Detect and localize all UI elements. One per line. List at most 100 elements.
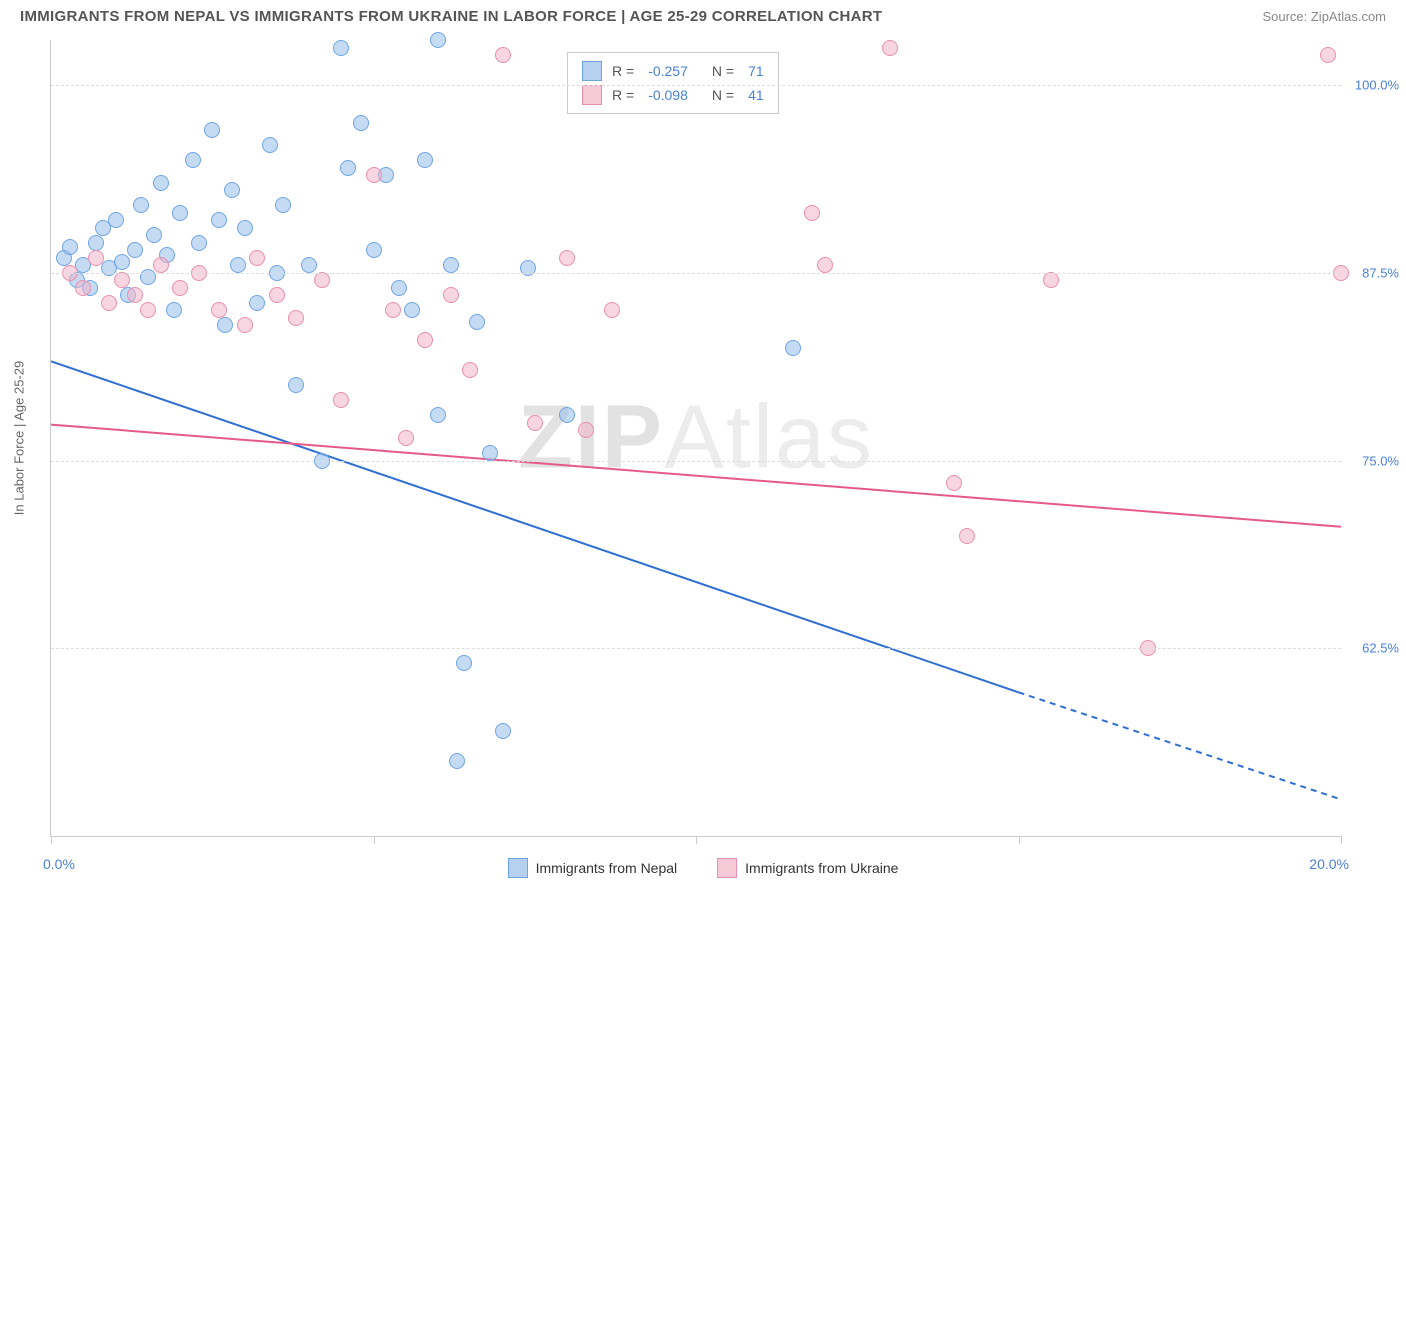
scatter-point-nepal: [237, 220, 253, 236]
scatter-point-nepal: [217, 317, 233, 333]
scatter-point-nepal: [88, 235, 104, 251]
scatter-point-ukraine: [114, 272, 130, 288]
scatter-point-nepal: [191, 235, 207, 251]
source-label: Source: ZipAtlas.com: [1262, 9, 1386, 24]
scatter-point-nepal: [153, 175, 169, 191]
scatter-point-ukraine: [127, 287, 143, 303]
correlation-legend: R = -0.257 N = 71 R = -0.098 N = 41: [567, 52, 779, 114]
scatter-point-nepal: [495, 723, 511, 739]
scatter-point-ukraine: [237, 317, 253, 333]
scatter-point-ukraine: [817, 257, 833, 273]
legend-swatch: [582, 61, 602, 81]
scatter-point-nepal: [185, 152, 201, 168]
scatter-point-ukraine: [462, 362, 478, 378]
scatter-point-ukraine: [172, 280, 188, 296]
scatter-point-nepal: [404, 302, 420, 318]
scatter-point-nepal: [443, 257, 459, 273]
scatter-point-ukraine: [946, 475, 962, 491]
scatter-point-ukraine: [101, 295, 117, 311]
scatter-point-nepal: [140, 269, 156, 285]
scatter-point-ukraine: [153, 257, 169, 273]
scatter-point-nepal: [127, 242, 143, 258]
scatter-point-nepal: [430, 407, 446, 423]
scatter-point-nepal: [430, 32, 446, 48]
x-tick: [374, 836, 375, 844]
scatter-layer: [51, 40, 1341, 836]
scatter-point-nepal: [262, 137, 278, 153]
y-tick-label: 62.5%: [1362, 641, 1399, 656]
gridline: [51, 85, 1341, 86]
scatter-point-ukraine: [804, 205, 820, 221]
n-label: N =: [712, 87, 734, 103]
scatter-point-nepal: [275, 197, 291, 213]
scatter-point-nepal: [146, 227, 162, 243]
y-tick-label: 75.0%: [1362, 453, 1399, 468]
x-tick: [696, 836, 697, 844]
scatter-point-ukraine: [398, 430, 414, 446]
gridline: [51, 648, 1341, 649]
scatter-point-ukraine: [417, 332, 433, 348]
scatter-point-nepal: [482, 445, 498, 461]
scatter-point-nepal: [333, 40, 349, 56]
scatter-point-ukraine: [1320, 47, 1336, 63]
x-tick: [1019, 836, 1020, 844]
scatter-point-nepal: [211, 212, 227, 228]
series-legend-item: Immigrants from Ukraine: [717, 858, 898, 878]
correlation-legend-row: R = -0.098 N = 41: [582, 83, 764, 107]
scatter-point-ukraine: [385, 302, 401, 318]
n-value: 71: [748, 63, 764, 79]
scatter-point-nepal: [249, 295, 265, 311]
series-legend-label: Immigrants from Ukraine: [745, 860, 898, 876]
scatter-point-nepal: [133, 197, 149, 213]
scatter-point-nepal: [224, 182, 240, 198]
scatter-point-ukraine: [495, 47, 511, 63]
scatter-point-nepal: [204, 122, 220, 138]
scatter-point-nepal: [230, 257, 246, 273]
r-value: -0.098: [648, 87, 688, 103]
scatter-point-ukraine: [559, 250, 575, 266]
scatter-point-nepal: [366, 242, 382, 258]
scatter-point-ukraine: [443, 287, 459, 303]
scatter-point-nepal: [166, 302, 182, 318]
n-label: N =: [712, 63, 734, 79]
correlation-legend-row: R =-0.257N =71: [582, 59, 764, 83]
scatter-point-ukraine: [269, 287, 285, 303]
series-legend-item: Immigrants from Nepal: [508, 858, 678, 878]
scatter-point-ukraine: [288, 310, 304, 326]
scatter-point-ukraine: [249, 250, 265, 266]
scatter-point-ukraine: [88, 250, 104, 266]
scatter-point-nepal: [456, 655, 472, 671]
plot-area: In Labor Force | Age 25-29 ZIPAtlas R =-…: [50, 40, 1341, 837]
series-legend-label: Immigrants from Nepal: [536, 860, 678, 876]
scatter-point-nepal: [340, 160, 356, 176]
scatter-point-nepal: [559, 407, 575, 423]
r-value: -0.257: [648, 63, 688, 79]
scatter-point-ukraine: [211, 302, 227, 318]
scatter-point-ukraine: [314, 272, 330, 288]
series-legend: Immigrants from Nepal Immigrants from Ukr…: [0, 858, 1406, 878]
n-value: 41: [748, 87, 764, 103]
gridline: [51, 273, 1341, 274]
chart-container: IMMIGRANTS FROM NEPAL VS IMMIGRANTS FROM…: [0, 0, 1406, 892]
y-axis-title: In Labor Force | Age 25-29: [12, 361, 27, 515]
scatter-point-nepal: [288, 377, 304, 393]
scatter-point-ukraine: [140, 302, 156, 318]
chart-title: IMMIGRANTS FROM NEPAL VS IMMIGRANTS FROM…: [20, 8, 882, 25]
legend-swatch: [582, 85, 602, 105]
x-tick: [1341, 836, 1342, 844]
scatter-point-ukraine: [333, 392, 349, 408]
scatter-point-nepal: [301, 257, 317, 273]
scatter-point-ukraine: [882, 40, 898, 56]
scatter-point-ukraine: [578, 422, 594, 438]
scatter-point-nepal: [108, 212, 124, 228]
scatter-point-ukraine: [604, 302, 620, 318]
gridline: [51, 461, 1341, 462]
scatter-point-ukraine: [75, 280, 91, 296]
scatter-point-nepal: [417, 152, 433, 168]
scatter-point-nepal: [172, 205, 188, 221]
scatter-point-nepal: [469, 314, 485, 330]
chart-header: IMMIGRANTS FROM NEPAL VS IMMIGRANTS FROM…: [0, 0, 1406, 29]
scatter-point-ukraine: [959, 528, 975, 544]
r-label: R =: [612, 87, 634, 103]
x-tick: [51, 836, 52, 844]
